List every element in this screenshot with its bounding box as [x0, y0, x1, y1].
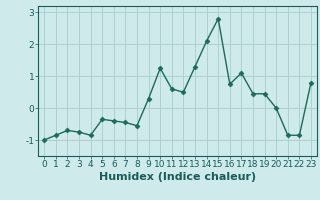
X-axis label: Humidex (Indice chaleur): Humidex (Indice chaleur) — [99, 172, 256, 182]
